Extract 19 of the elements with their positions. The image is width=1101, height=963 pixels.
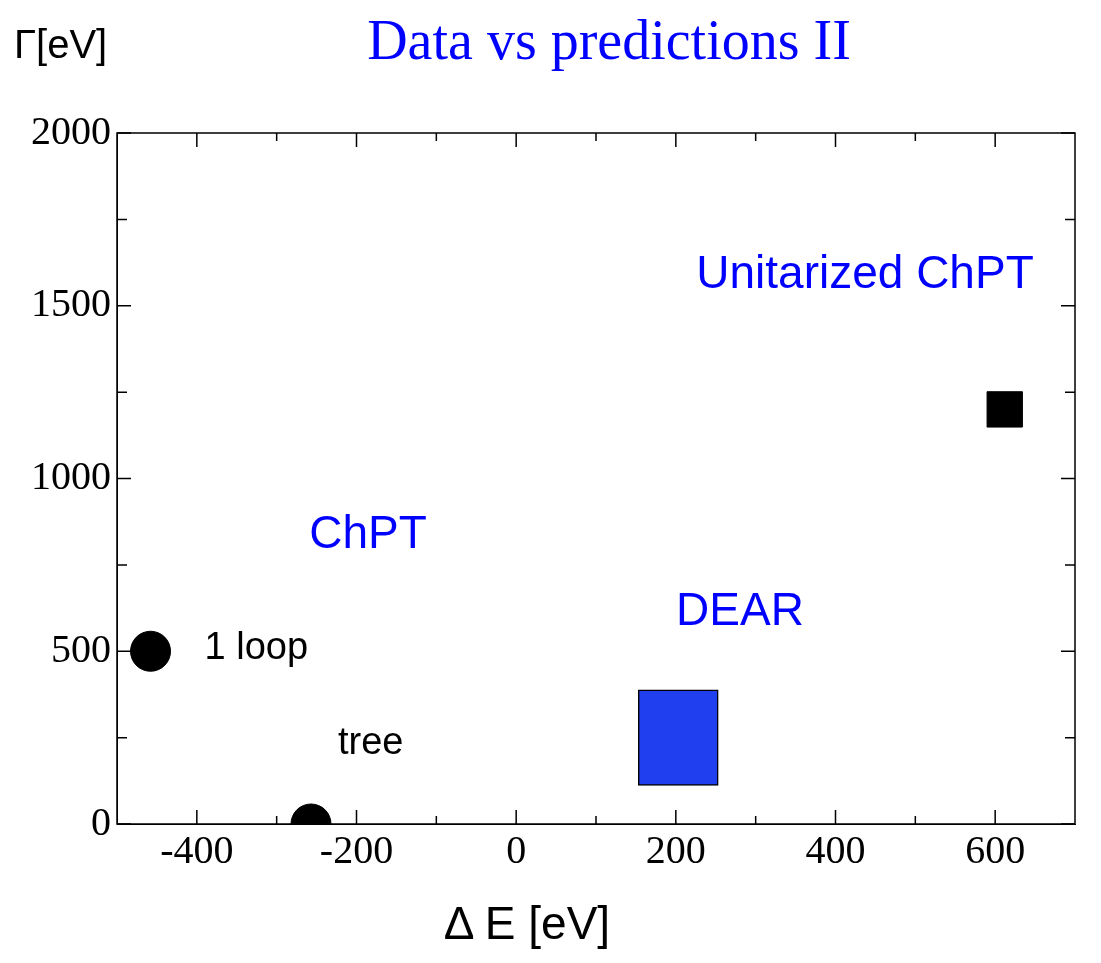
x-tick-label: -200 <box>319 826 394 872</box>
x-tick-label: 400 <box>805 826 866 872</box>
annotation: ChPT <box>309 505 427 558</box>
y-axis-title: Γ[eV] <box>14 22 108 67</box>
x-tick-label: 600 <box>965 826 1026 872</box>
y-tick-label: 1500 <box>31 280 111 326</box>
series-label: tree <box>337 720 404 763</box>
x-tick-label: -400 <box>160 826 234 872</box>
y-tick-label: 0 <box>91 798 111 844</box>
annotation: DEAR <box>676 582 804 635</box>
y-tick-label: 1000 <box>31 453 111 498</box>
x-tick-label: 0 <box>506 826 527 872</box>
annotation: Unitarized ChPT <box>696 245 1034 298</box>
y-tick-label: 2000 <box>31 107 111 153</box>
chart-title: Data vs predictions II <box>366 8 852 72</box>
x-axis-title: Δ E [eV] <box>442 896 612 950</box>
y-tick-label: 500 <box>51 625 111 671</box>
x-tick-label: 200 <box>645 826 706 872</box>
series-label: 1 loop <box>204 624 309 667</box>
